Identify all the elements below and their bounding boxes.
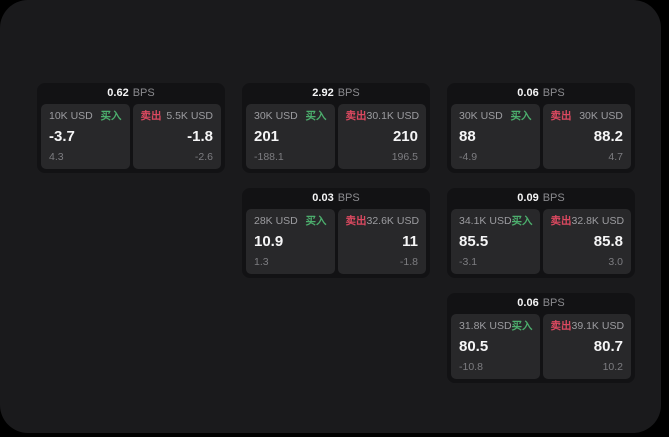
buy-price: 85.5	[459, 233, 489, 250]
sell-price: 80.7	[593, 338, 623, 355]
quote-card: 0.06 BPS 31.8K USD 买入 80.5 -10.8 卖出 39.1…	[447, 293, 635, 383]
buy-side-label: 买入	[305, 215, 327, 227]
buy-side-label: 买入	[511, 215, 533, 227]
bps-unit-label: BPS	[542, 297, 565, 309]
sell-size-label: 30K USD	[579, 110, 623, 122]
buy-sub-value: -4.9	[459, 151, 478, 163]
bps-header: 2.92 BPS	[246, 83, 426, 104]
quote-card: 0.09 BPS 34.1K USD 买入 85.5 -3.1 卖出 32.8K…	[447, 188, 635, 278]
buy-size-label: 34.1K USD	[459, 215, 512, 227]
app-panel: 0.62 BPS 10K USD 买入 -3.7 4.3 卖出 5.5K USD	[0, 0, 661, 433]
bps-unit-label: BPS	[337, 192, 360, 204]
bps-value: 0.06	[517, 87, 539, 99]
quote-card: 0.03 BPS 28K USD 买入 10.9 1.3 卖出 32.6K US…	[242, 188, 430, 278]
buy-price: 88	[459, 128, 476, 145]
buy-tile[interactable]: 31.8K USD 买入 80.5 -10.8	[451, 314, 540, 379]
sell-sub-value: 4.7	[608, 151, 623, 163]
sell-tile[interactable]: 卖出 39.1K USD 80.7 10.2	[542, 314, 631, 379]
sell-tile[interactable]: 卖出 5.5K USD -1.8 -2.6	[132, 104, 221, 169]
sell-price: 85.8	[593, 233, 623, 250]
sell-sub-value: 10.2	[602, 361, 623, 373]
bps-header: 0.09 BPS	[451, 188, 631, 209]
buy-side-label: 买入	[510, 110, 532, 122]
bps-value: 0.09	[517, 192, 539, 204]
sell-size-label: 30.1K USD	[366, 110, 420, 122]
buy-side-label: 买入	[100, 110, 122, 122]
quote-card: 2.92 BPS 30K USD 买入 201 -188.1 卖出 30.1K …	[242, 83, 430, 173]
buy-price: 10.9	[254, 233, 284, 250]
buy-tile[interactable]: 30K USD 买入 201 -188.1	[246, 104, 335, 169]
bps-unit-label: BPS	[337, 87, 360, 99]
sell-sub-value: -1.8	[399, 256, 418, 268]
buy-sub-value: 1.3	[254, 256, 269, 268]
buy-sub-value: -10.8	[459, 361, 483, 373]
quote-cards-grid: 0.62 BPS 10K USD 买入 -3.7 4.3 卖出 5.5K USD	[37, 83, 635, 383]
sell-side-label: 卖出	[550, 110, 572, 122]
bps-value: 0.62	[107, 87, 129, 99]
sell-sub-value: 196.5	[391, 151, 418, 163]
bps-value: 0.03	[312, 192, 334, 204]
buy-size-label: 10K USD	[49, 110, 93, 122]
buy-side-label: 买入	[511, 320, 533, 332]
sell-price: 88.2	[593, 128, 623, 145]
bps-unit-label: BPS	[542, 192, 565, 204]
sell-price: 210	[392, 128, 418, 145]
sell-size-label: 39.1K USD	[571, 320, 625, 332]
buy-sub-value: -3.1	[459, 256, 478, 268]
bps-value: 0.06	[517, 297, 539, 309]
sell-side-label: 卖出	[140, 110, 162, 122]
buy-size-label: 30K USD	[254, 110, 298, 122]
sell-size-label: 32.6K USD	[366, 215, 420, 227]
sell-side-label: 卖出	[550, 320, 572, 332]
buy-tile[interactable]: 30K USD 买入 88 -4.9	[451, 104, 540, 169]
buy-price: 201	[254, 128, 280, 145]
sell-side-label: 卖出	[550, 215, 572, 227]
buy-size-label: 28K USD	[254, 215, 298, 227]
sell-tile[interactable]: 卖出 32.6K USD 11 -1.8	[337, 209, 426, 274]
sell-tile[interactable]: 卖出 32.8K USD 85.8 3.0	[542, 209, 631, 274]
quote-card: 0.06 BPS 30K USD 买入 88 -4.9 卖出 30K USD	[447, 83, 635, 173]
buy-sub-value: 4.3	[49, 151, 64, 163]
buy-side-label: 买入	[305, 110, 327, 122]
sell-side-label: 卖出	[345, 215, 367, 227]
sell-side-label: 卖出	[345, 110, 367, 122]
buy-tile[interactable]: 34.1K USD 买入 85.5 -3.1	[451, 209, 540, 274]
buy-tile[interactable]: 10K USD 买入 -3.7 4.3	[41, 104, 130, 169]
bps-header: 0.62 BPS	[41, 83, 221, 104]
sell-sub-value: 3.0	[608, 256, 623, 268]
buy-sub-value: -188.1	[254, 151, 284, 163]
bps-header: 0.06 BPS	[451, 83, 631, 104]
bps-header: 0.06 BPS	[451, 293, 631, 314]
quote-card: 0.62 BPS 10K USD 买入 -3.7 4.3 卖出 5.5K USD	[37, 83, 225, 173]
bps-unit-label: BPS	[132, 87, 155, 99]
bps-header: 0.03 BPS	[246, 188, 426, 209]
sell-price: 11	[402, 233, 418, 250]
buy-size-label: 31.8K USD	[459, 320, 512, 332]
bps-unit-label: BPS	[542, 87, 565, 99]
sell-sub-value: -2.6	[194, 151, 213, 163]
bps-value: 2.92	[312, 87, 334, 99]
sell-tile[interactable]: 卖出 30.1K USD 210 196.5	[337, 104, 426, 169]
sell-tile[interactable]: 卖出 30K USD 88.2 4.7	[542, 104, 631, 169]
sell-size-label: 5.5K USD	[166, 110, 213, 122]
buy-price: 80.5	[459, 338, 489, 355]
buy-tile[interactable]: 28K USD 买入 10.9 1.3	[246, 209, 335, 274]
sell-size-label: 32.8K USD	[571, 215, 625, 227]
buy-size-label: 30K USD	[459, 110, 503, 122]
sell-price: -1.8	[187, 128, 213, 145]
buy-price: -3.7	[49, 128, 75, 145]
